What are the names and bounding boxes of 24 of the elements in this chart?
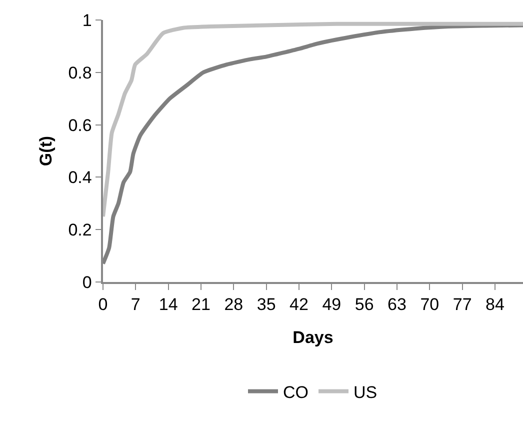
x-tick-label: 49: [322, 295, 342, 314]
y-tick-label: 0: [82, 272, 92, 292]
y-tick-label: 0.2: [68, 220, 92, 240]
y-axis-title: G(t): [36, 136, 56, 166]
y-tick-label: 0.8: [68, 63, 92, 82]
x-tick-label: 28: [224, 295, 244, 314]
x-tick-label: 21: [192, 295, 210, 314]
x-axis-title: Days: [292, 328, 334, 348]
y-tick-label: 0.6: [68, 116, 92, 135]
x-tick-label: 77: [452, 295, 472, 314]
x-tick-label: 7: [130, 295, 140, 314]
y-tick-label: 0.4: [68, 168, 92, 188]
line-series: [103, 22, 523, 218]
legend-label: CO: [283, 382, 308, 402]
x-tick-label: 56: [354, 295, 374, 314]
x-tick-label: 42: [290, 295, 308, 314]
x-tick-label: 14: [158, 295, 178, 314]
x-tick-label: 35: [256, 295, 276, 314]
x-tick-label: 84: [486, 295, 504, 314]
y-tick-label: 1: [82, 10, 92, 30]
legend-label: US: [354, 382, 378, 402]
x-tick-label: 63: [388, 295, 406, 314]
x-tick-label: 70: [420, 295, 440, 314]
x-tick-label: 0: [98, 295, 108, 314]
